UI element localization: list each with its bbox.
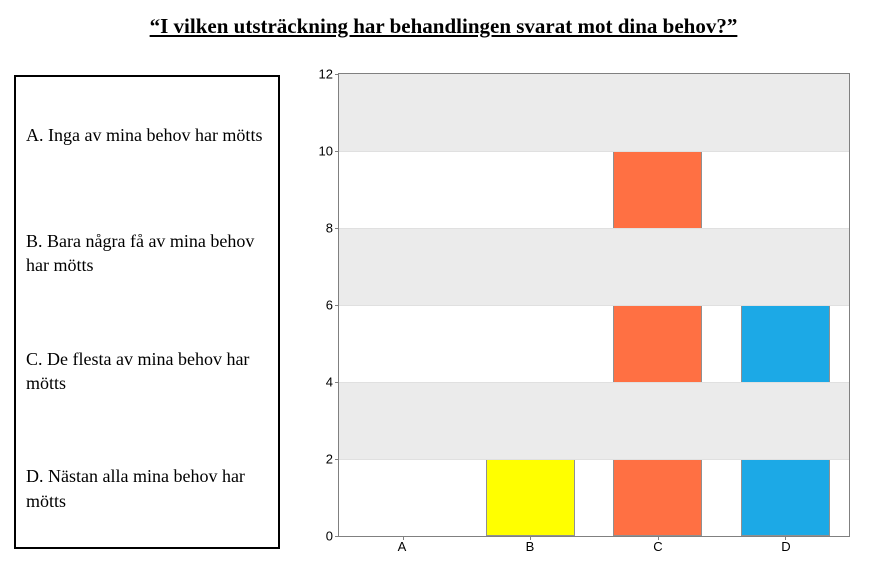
plot-area: 024681012 bbox=[338, 73, 850, 537]
y-tick-mark bbox=[335, 536, 339, 537]
legend-cell: A. Inga av mina behov har mötts bbox=[15, 76, 279, 194]
y-tick-label: 0 bbox=[326, 529, 333, 544]
grid-band bbox=[339, 228, 849, 305]
grid-line bbox=[339, 459, 849, 460]
x-tick-label: D bbox=[722, 539, 850, 563]
y-tick-mark bbox=[335, 74, 339, 75]
y-tick-mark bbox=[335, 305, 339, 306]
page-title: “I vilken utsträckning har behandlingen … bbox=[0, 0, 887, 45]
y-tick-label: 6 bbox=[326, 298, 333, 313]
y-tick-mark bbox=[335, 151, 339, 152]
y-tick-mark bbox=[335, 459, 339, 460]
legend-cell: B. Bara några få av mina behov har mötts bbox=[15, 194, 279, 312]
y-tick-label: 2 bbox=[326, 452, 333, 467]
y-tick-label: 8 bbox=[326, 220, 333, 235]
y-tick-label: 12 bbox=[319, 67, 333, 82]
x-tick-label: B bbox=[466, 539, 594, 563]
grid-line bbox=[339, 228, 849, 229]
grid-line bbox=[339, 151, 849, 152]
x-axis: ABCD bbox=[338, 539, 850, 563]
y-tick-label: 4 bbox=[326, 374, 333, 389]
y-tick-label: 10 bbox=[319, 143, 333, 158]
grid-band bbox=[339, 382, 849, 459]
legend-cell: C. De flesta av mina behov har mötts bbox=[15, 312, 279, 430]
grid-line bbox=[339, 382, 849, 383]
bar bbox=[486, 459, 575, 536]
grid-line bbox=[339, 305, 849, 306]
bar-chart: 024681012 ABCD bbox=[298, 67, 858, 567]
legend-table: A. Inga av mina behov har möttsB. Bara n… bbox=[14, 75, 280, 549]
x-tick-label: C bbox=[594, 539, 722, 563]
legend-cell: D. Nästan alla mina behov har mötts bbox=[15, 430, 279, 548]
y-tick-mark bbox=[335, 228, 339, 229]
content-row: A. Inga av mina behov har möttsB. Bara n… bbox=[0, 45, 887, 567]
y-tick-mark bbox=[335, 382, 339, 383]
grid-band bbox=[339, 74, 849, 151]
x-tick-label: A bbox=[338, 539, 466, 563]
bar bbox=[613, 151, 702, 536]
